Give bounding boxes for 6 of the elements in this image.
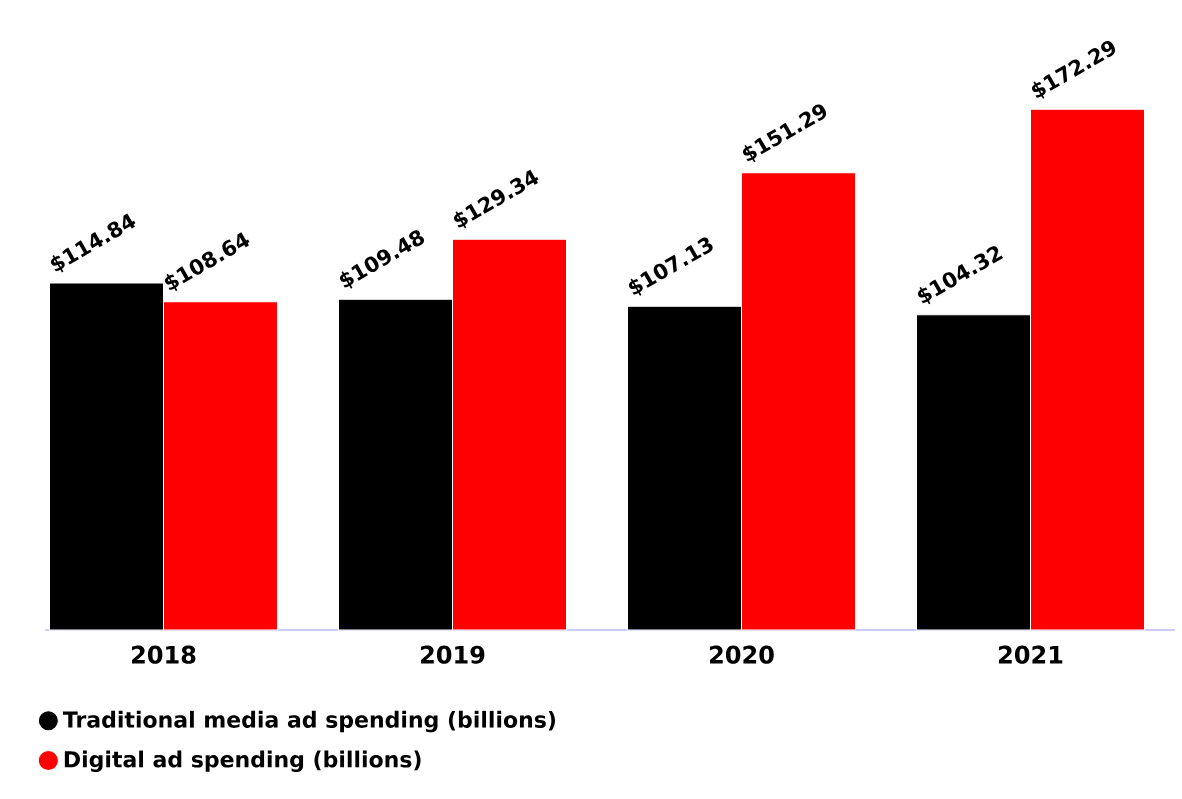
x-tick-label: 2018 [132, 645, 196, 664]
legend-label: Traditional media ad spending (billions) [62, 710, 556, 733]
x-tick-label: 2020 [710, 645, 774, 664]
legend-label: Digital ad spending (billions) [64, 750, 421, 773]
x-tick-label: 2021 [999, 645, 1063, 664]
x-tick-label: 2019 [421, 645, 485, 664]
